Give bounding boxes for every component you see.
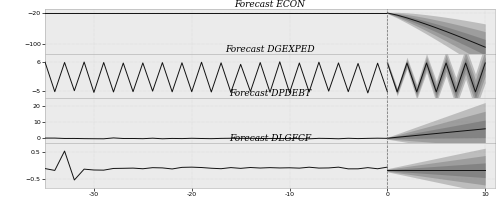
Title: Forecast DLGFCF: Forecast DLGFCF <box>229 134 311 143</box>
Title: Forecast DGEXPED: Forecast DGEXPED <box>225 45 315 54</box>
Title: Forecast ECON: Forecast ECON <box>234 0 306 9</box>
Title: Forecast DPDEBT: Forecast DPDEBT <box>229 89 311 98</box>
